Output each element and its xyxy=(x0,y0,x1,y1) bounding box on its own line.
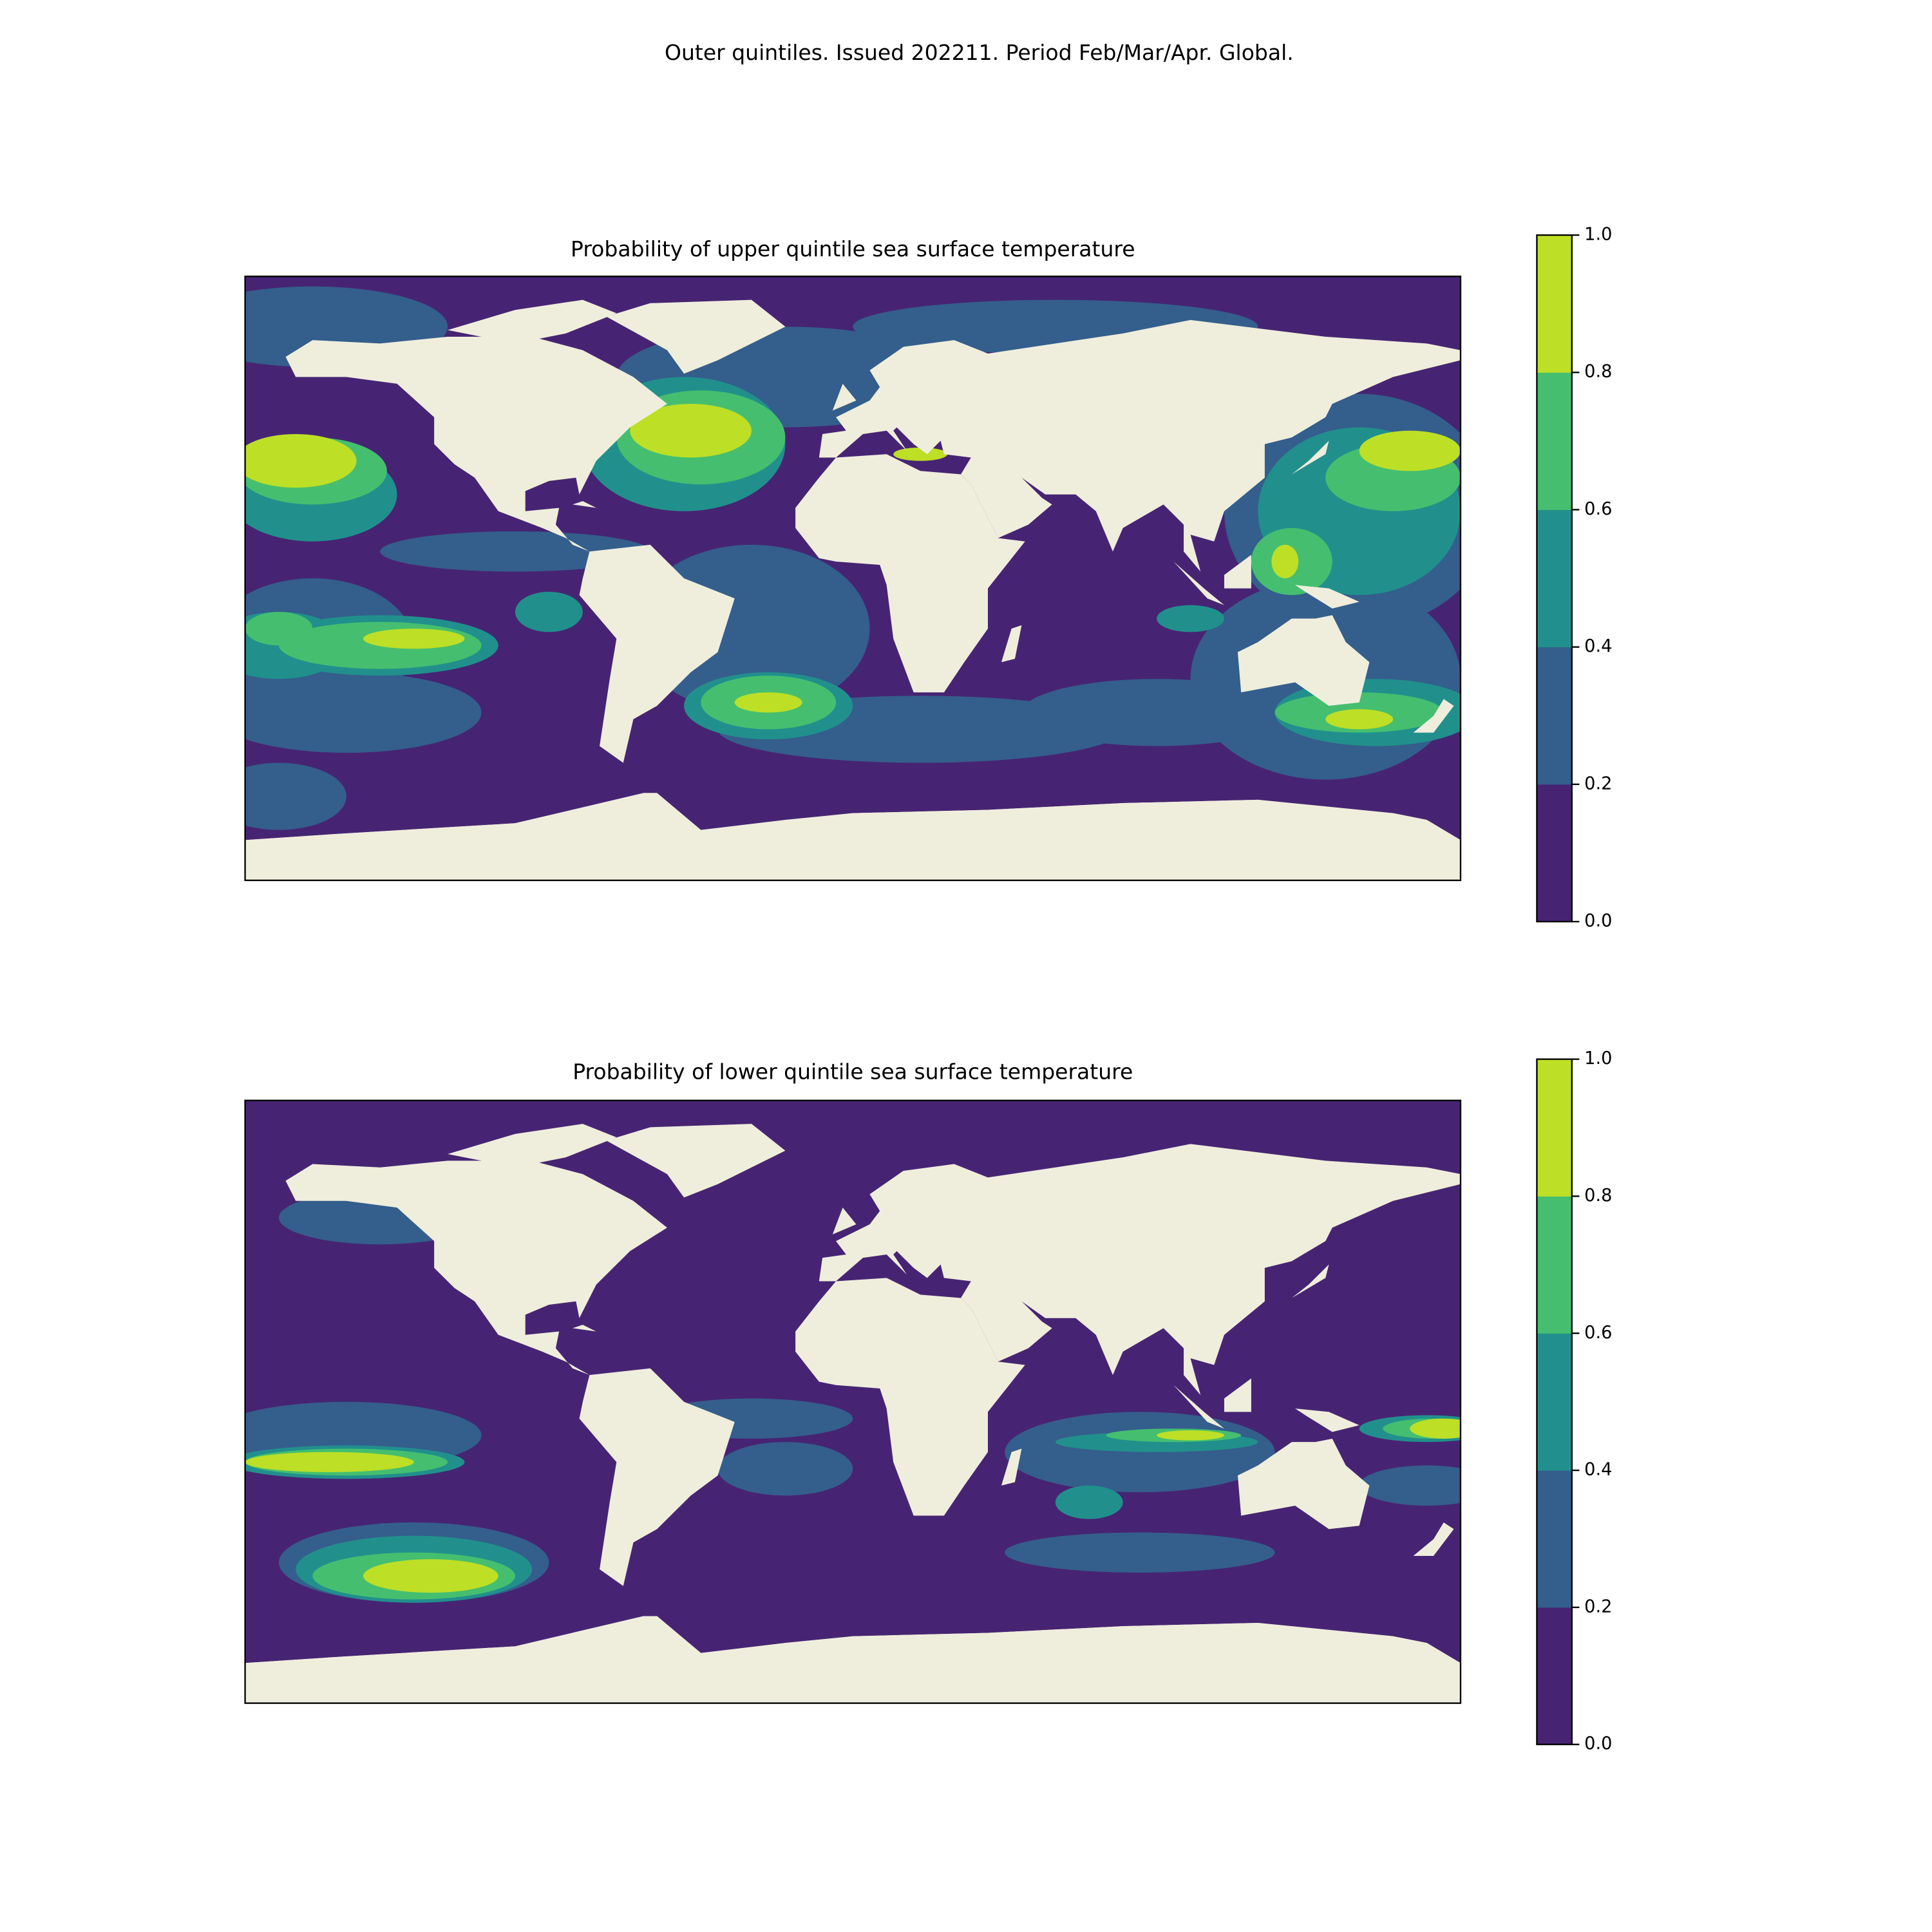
contour-region xyxy=(363,1559,498,1593)
colorbar-band xyxy=(1536,509,1573,648)
contour-region xyxy=(245,612,313,646)
panel-title: Probability of lower quintile sea surfac… xyxy=(573,1059,1133,1084)
map-panel: Probability of lower quintile sea surfac… xyxy=(244,1048,1612,1754)
colorbar: 0.0 0.2 0.4 0.6 0.8 1.0 xyxy=(1536,1048,1612,1754)
colorbar-band xyxy=(1536,1607,1573,1745)
colorbar-tick-label: 0.4 xyxy=(1584,1460,1612,1480)
contours xyxy=(245,286,1461,880)
figure-title: Outer quintiles. Issued 202211. Period F… xyxy=(665,40,1294,65)
colorbar-band xyxy=(1536,372,1573,510)
colorbar-tick-label: 0.2 xyxy=(1584,1596,1612,1616)
map xyxy=(245,1100,1461,1703)
colorbar-tick-label: 0.0 xyxy=(1584,1734,1612,1754)
colorbar-band xyxy=(1536,784,1573,922)
colorbar-tick-label: 0.0 xyxy=(1584,911,1612,931)
map-panel: Probability of upper quintile sea surfac… xyxy=(244,225,1612,931)
colorbar-band xyxy=(1536,647,1573,785)
colorbar-tick-label: 0.8 xyxy=(1584,1186,1612,1206)
contour-region xyxy=(245,762,346,830)
colorbar-tick-label: 0.4 xyxy=(1584,636,1612,656)
colorbar-tick-label: 0.8 xyxy=(1584,362,1612,382)
colorbar-tick-label: 1.0 xyxy=(1584,225,1612,245)
contours xyxy=(245,1124,1461,1703)
colorbar-band xyxy=(1536,1059,1573,1197)
contour-region xyxy=(380,531,650,572)
colorbar-tick-label: 0.6 xyxy=(1584,499,1612,519)
contour-level xyxy=(245,404,1461,730)
contour-region xyxy=(1005,1412,1275,1493)
map xyxy=(245,276,1461,880)
colorbar-frame xyxy=(1536,1058,1573,1745)
contour-region xyxy=(1410,1418,1461,1439)
contour-region xyxy=(1271,544,1299,578)
axes-frame xyxy=(244,1099,1462,1704)
colorbar: 0.0 0.2 0.4 0.6 0.8 1.0 xyxy=(1536,225,1612,931)
contour-region xyxy=(1005,1532,1275,1573)
contour-region xyxy=(1055,1485,1123,1519)
colorbar-frame xyxy=(1536,234,1573,923)
colorbar-tick-label: 0.6 xyxy=(1584,1323,1612,1343)
contour-region xyxy=(245,1452,414,1472)
contour-region xyxy=(893,447,948,461)
axes-frame xyxy=(244,275,1462,882)
colorbar-tick-label: 1.0 xyxy=(1584,1048,1612,1068)
colorbar-band xyxy=(1536,1332,1573,1471)
colorbar-tick-label: 0.2 xyxy=(1584,773,1612,793)
contour-region xyxy=(515,591,583,632)
colorbar-band xyxy=(1536,1195,1573,1334)
panel-title: Probability of upper quintile sea surfac… xyxy=(571,236,1135,261)
contour-region xyxy=(630,404,752,458)
contour-region xyxy=(363,629,465,649)
contour-region xyxy=(1325,709,1394,730)
contour-region xyxy=(245,433,357,488)
contour-region xyxy=(1359,1465,1461,1506)
contour-region xyxy=(1157,605,1224,632)
colorbar-band xyxy=(1536,234,1573,373)
contour-level xyxy=(245,1418,1461,1593)
contour-region xyxy=(717,1442,853,1496)
contour-region xyxy=(1157,1430,1224,1441)
contour-region xyxy=(734,692,802,713)
colorbar-band xyxy=(1536,1470,1573,1608)
contour-region xyxy=(1359,430,1461,471)
